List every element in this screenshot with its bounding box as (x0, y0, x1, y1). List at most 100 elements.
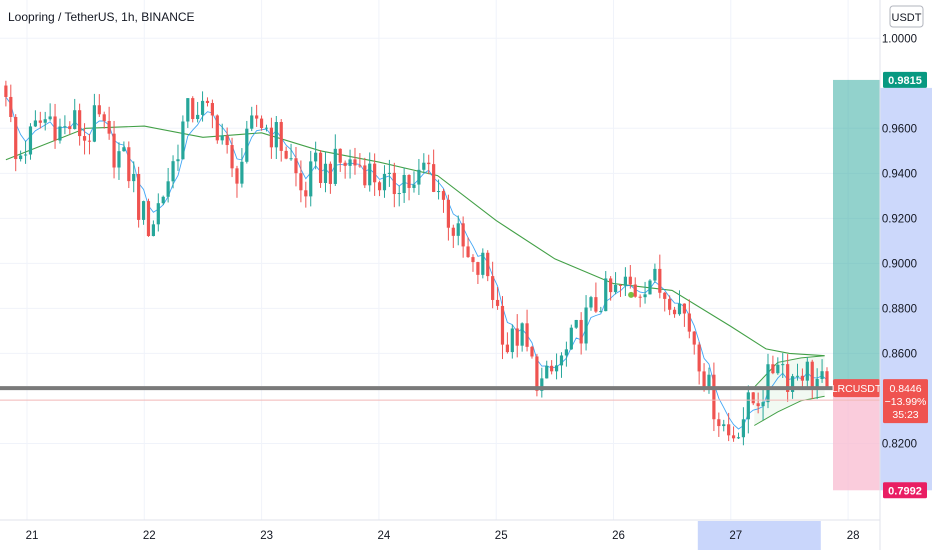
candle-body (540, 378, 544, 391)
candle-body (78, 110, 82, 137)
candle-body (63, 126, 67, 128)
candle-body (550, 365, 554, 372)
candle-body (368, 163, 372, 186)
candle-body (387, 172, 391, 174)
candle-body (751, 392, 755, 404)
time-axis[interactable]: 21 22 23 24 25 26 27 28 (0, 519, 880, 550)
candle-body (800, 375, 805, 381)
candle-body (731, 435, 736, 439)
candle-body (127, 147, 131, 182)
candle-body (196, 114, 200, 120)
x-tick-label: 21 (26, 530, 39, 542)
candle-body (500, 305, 505, 345)
time-range-highlight (697, 521, 821, 550)
y-tick-label: 0.8800 (882, 303, 917, 315)
candle-body (609, 278, 613, 293)
candle-body (584, 307, 588, 344)
stop-zone[interactable] (833, 388, 880, 491)
candle-body (117, 151, 121, 168)
candle-body (23, 154, 28, 156)
candle-body (554, 365, 559, 372)
candle-body (648, 280, 652, 295)
candle-body (235, 168, 239, 184)
candle-body (358, 165, 362, 167)
candle-body (338, 148, 342, 163)
candle-body (141, 201, 146, 220)
candle-body (712, 374, 716, 420)
candle-body (304, 190, 308, 197)
x-tick-label: 23 (260, 530, 273, 542)
candle-body (795, 375, 800, 377)
candle-body (314, 152, 318, 162)
candle-body (687, 313, 691, 332)
candle-body (176, 159, 180, 162)
candle-body (82, 136, 87, 141)
candle-body (58, 126, 62, 141)
candle-body (589, 297, 593, 308)
candle-body (417, 169, 421, 185)
candle-body (545, 365, 549, 379)
price-axis[interactable]: 1.0000 0.9600 0.9400 0.9200 0.9000 0.8800 0.86… (879, 0, 932, 550)
current-price-value: 0.8446 (889, 383, 921, 395)
candle-body (161, 196, 165, 204)
candle-body (805, 361, 809, 381)
candle-body (348, 159, 352, 166)
current-price-change: −13.99% (885, 396, 927, 408)
grid (0, 0, 880, 520)
candle-body (112, 133, 116, 168)
candle-body (786, 364, 790, 392)
candle-body (19, 155, 23, 160)
candle-body (299, 173, 303, 191)
currency-button-label: USDT (892, 12, 922, 24)
price-label-text: 0.9815 (888, 75, 922, 87)
candle-body (717, 419, 721, 427)
candle-body (564, 349, 568, 356)
position-tool[interactable] (833, 79, 880, 491)
candle-body (613, 284, 618, 293)
candle-body (250, 115, 254, 129)
candle-body (156, 203, 160, 225)
x-tick-label: 25 (495, 530, 508, 542)
currency-button[interactable]: USDT (889, 5, 924, 28)
candle-body (230, 145, 234, 169)
candle-body (707, 374, 711, 390)
candle-body (530, 346, 534, 357)
target-zone[interactable] (833, 79, 880, 389)
candle-body (505, 344, 509, 353)
candle-body (461, 223, 465, 247)
candle-body (269, 127, 273, 148)
candle-body (722, 424, 726, 427)
candle-body (289, 158, 293, 160)
candle-body (658, 268, 662, 293)
current-price-tag: 0.8446−13.99%35:23 (883, 379, 928, 424)
signal-marker (628, 291, 635, 298)
candle-body (137, 174, 141, 220)
candles (4, 80, 829, 446)
x-tick-label: 24 (378, 530, 391, 542)
candle-body (225, 135, 229, 146)
candle-body (820, 371, 824, 380)
y-tick-label: 0.9600 (882, 123, 917, 135)
candle-body (166, 181, 170, 197)
candle-body (33, 120, 37, 127)
candle-body (476, 262, 480, 275)
y-tick-label: 0.8200 (882, 438, 917, 450)
candle-body (294, 158, 298, 174)
y-tick-label: 0.9400 (882, 168, 917, 180)
candle-body (599, 311, 603, 313)
candle-body (486, 252, 490, 277)
x-tick-label: 28 (847, 530, 860, 542)
candle-body (191, 98, 195, 120)
candle-body (97, 105, 101, 115)
candle-body (328, 163, 332, 184)
ma-lower-line (754, 395, 825, 426)
candle-body (220, 135, 224, 141)
y-tick-label: 1.0000 (882, 33, 917, 45)
candle-body (122, 147, 126, 152)
candle-body (274, 122, 278, 148)
candle-body (146, 201, 151, 237)
candle-body (446, 199, 450, 228)
candle-body (255, 115, 259, 119)
